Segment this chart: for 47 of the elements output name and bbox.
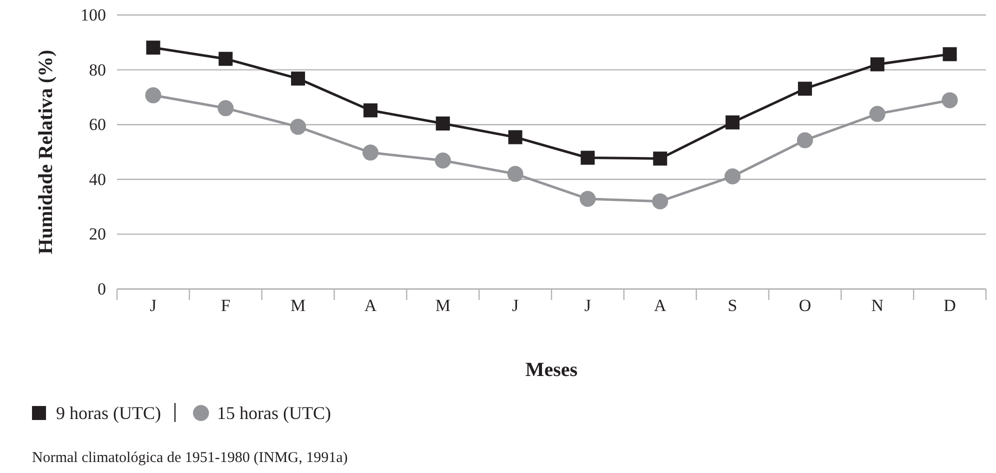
text: Normal climatológica de 1951-1980 (INMG, 1991a) (32, 450, 348, 466)
legend-label: 15 horas (UTC) (216, 403, 331, 423)
point (363, 103, 378, 118)
point (434, 152, 451, 168)
point (218, 100, 234, 116)
x-tick-label: N (871, 296, 884, 316)
point (798, 82, 812, 96)
point (290, 118, 306, 135)
y-tick-label: 20 (89, 224, 106, 244)
y-tick-label: 40 (89, 170, 106, 189)
x-tick-label: M (290, 296, 306, 316)
point (580, 190, 596, 207)
point (507, 166, 524, 182)
point (362, 144, 378, 161)
point (870, 57, 884, 72)
point (869, 106, 886, 122)
point (653, 152, 668, 166)
x-tick-label: F (220, 296, 230, 316)
point (726, 115, 740, 130)
point (145, 87, 162, 104)
x-tick-label: O (798, 296, 812, 316)
point (942, 47, 957, 62)
point (436, 116, 450, 131)
x-tick-label: J (512, 296, 519, 316)
x-tick-label: S (728, 296, 738, 316)
y-axis-title: Humidade Relativa (%) (35, 50, 57, 254)
point (652, 193, 668, 210)
x-tick-label: M (435, 296, 450, 316)
x-axis-title: Meses (525, 359, 578, 381)
legend-label: 9 horas (UTC) (56, 403, 161, 423)
x-tick-label: J (150, 296, 157, 316)
y-tick-label: 100 (80, 5, 106, 24)
y-tick-label: 0 (98, 279, 106, 298)
point (508, 130, 522, 144)
y-tick-label: 60 (89, 115, 106, 134)
point (724, 168, 741, 184)
point (580, 150, 595, 165)
point (796, 132, 813, 148)
point (942, 92, 958, 108)
point (218, 52, 233, 66)
x-tick-label: J (584, 296, 592, 316)
x-tick-label: A (654, 296, 667, 316)
x-tick-label: D (944, 296, 956, 316)
y-tick-label: 80 (89, 60, 106, 80)
point (146, 40, 160, 55)
x-tick-label: A (364, 296, 378, 316)
point (291, 72, 306, 86)
